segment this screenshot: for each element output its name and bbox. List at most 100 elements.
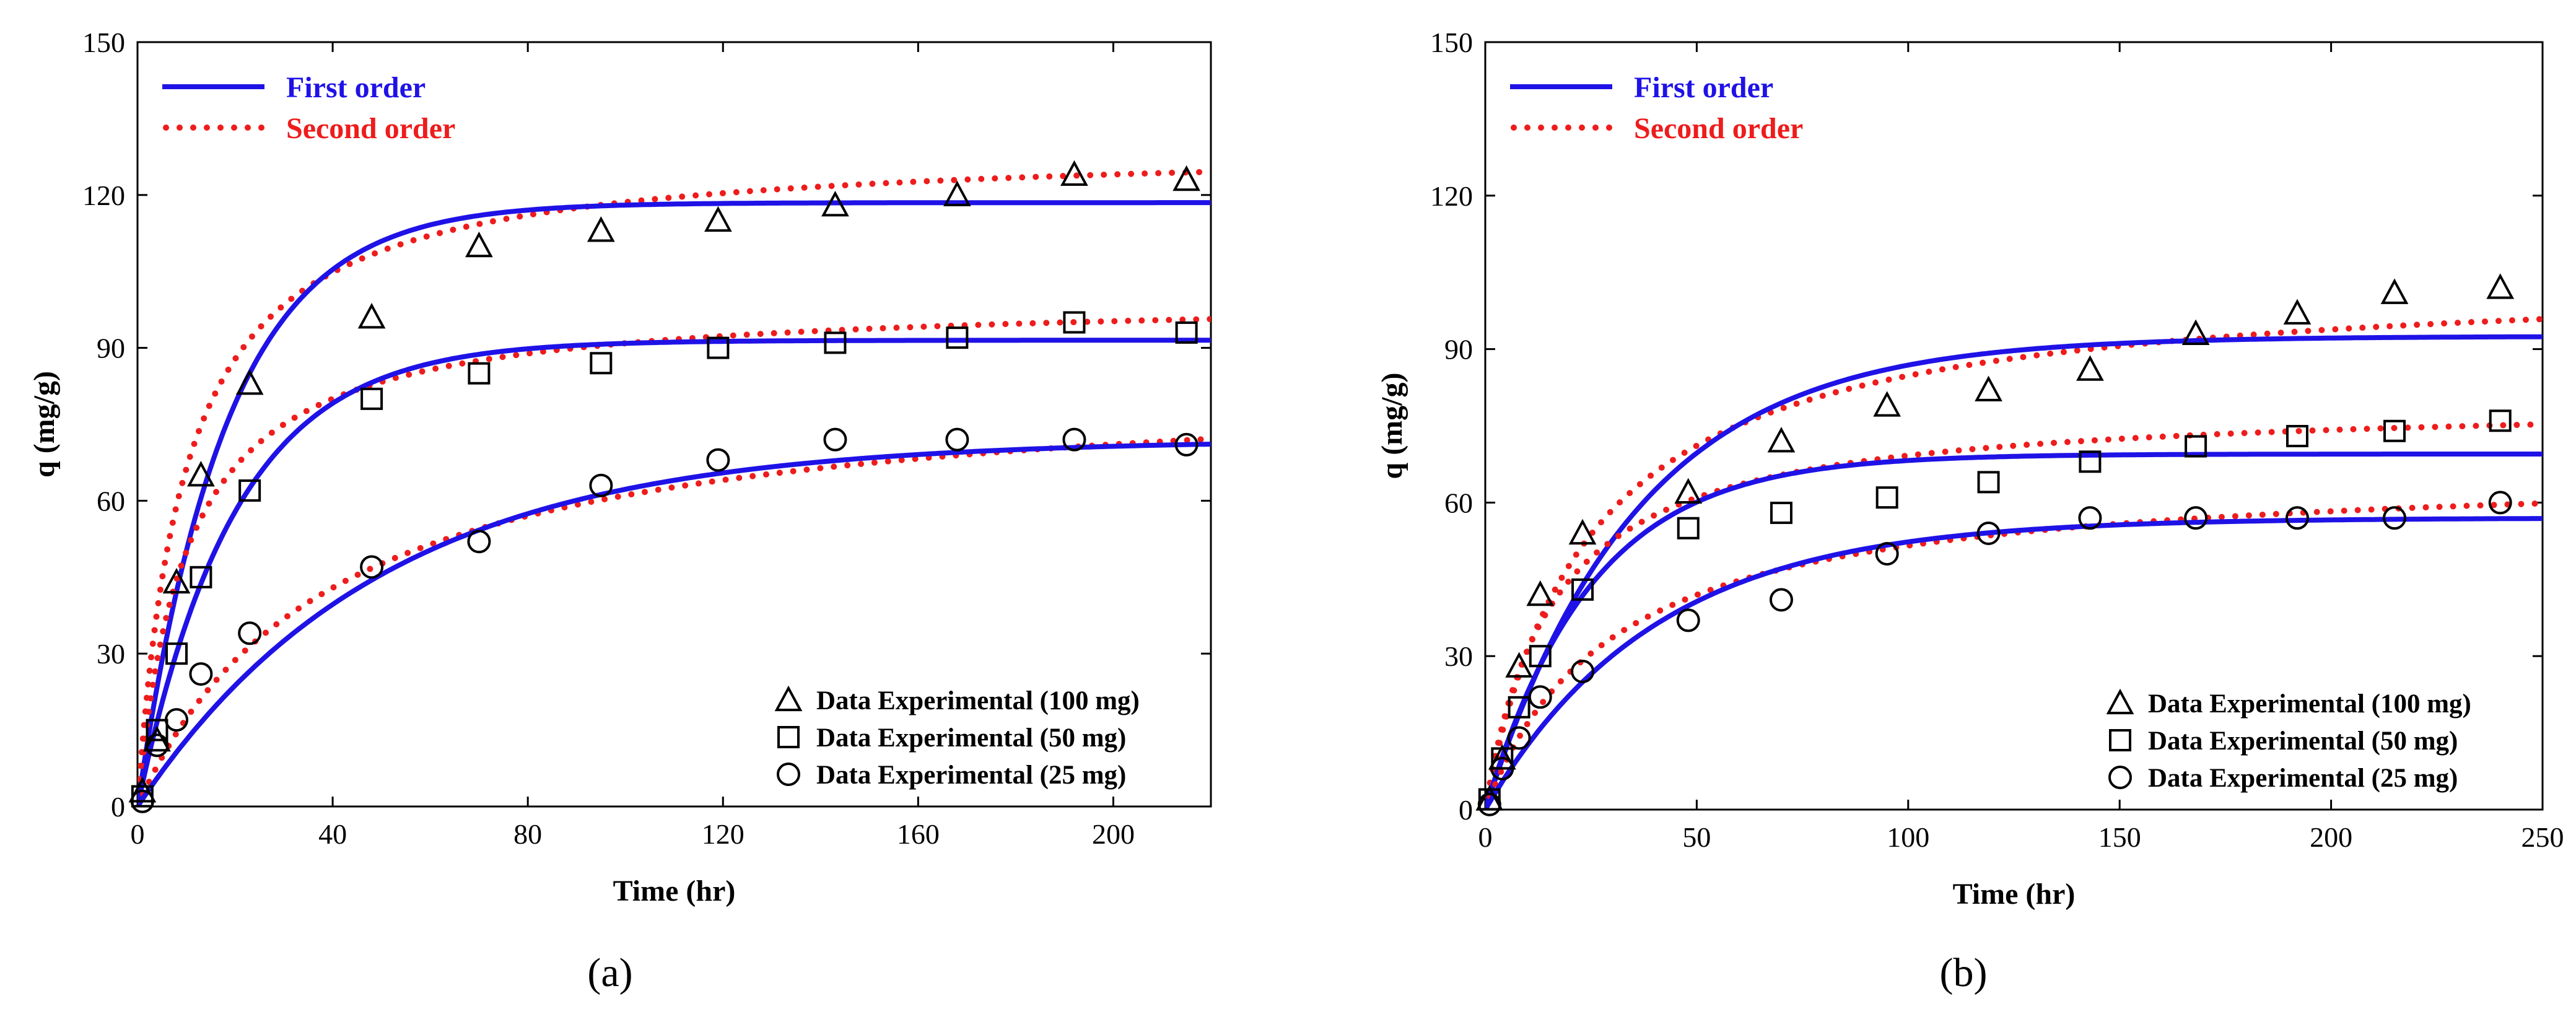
first-order-curve	[1485, 334, 2543, 810]
legend-marker-square	[777, 726, 800, 748]
data-point-circle	[1477, 792, 1501, 816]
data-point-circle	[1507, 726, 1531, 750]
legend-label-square: Data Experimental (50 mg)	[2148, 727, 2458, 756]
panel-label: (a)	[587, 950, 632, 995]
data-point-circle	[706, 448, 730, 472]
data-point-square	[238, 479, 261, 502]
data-point-square	[2383, 419, 2406, 442]
data-point-triangle	[2283, 299, 2312, 325]
data-point-triangle	[1975, 375, 2002, 401]
data-point-circle	[360, 555, 384, 579]
first-order-curve	[138, 442, 1211, 806]
data-point-circle	[1769, 588, 1793, 612]
data-point-triangle	[128, 777, 157, 803]
legend-second-order-label: Second order	[1634, 112, 1803, 145]
plot-frame	[136, 41, 1212, 808]
y-tick-label: 90	[97, 333, 125, 364]
fit-curves	[138, 168, 1211, 806]
data-point-triangle	[1172, 165, 1200, 191]
data-point-circle	[2488, 491, 2512, 515]
fit-curves	[1485, 316, 2543, 810]
data-point-triangle	[943, 180, 971, 206]
panel-b: 0 50 100 150 200 250 0 30 60 90 120 150 Time (hr) q (…	[1376, 27, 2564, 995]
x-tick-label: 120	[702, 818, 744, 850]
data-series-square	[1478, 409, 2512, 811]
data-point-triangle	[1505, 652, 1533, 678]
data-point-triangle	[2181, 319, 2210, 345]
data-point-square	[1529, 645, 1552, 668]
data-point-circle	[238, 621, 262, 645]
legend-marker-square	[2109, 729, 2131, 751]
data-point-square	[946, 326, 969, 349]
legend-label-square: Data Experimental (50 mg)	[816, 723, 1126, 753]
data-point-triangle	[2486, 273, 2515, 299]
legend-label-circle: Data Experimental (25 mg)	[816, 761, 1126, 790]
legend-first-order-label: First order	[1634, 71, 1773, 104]
x-tick-label: 0	[131, 818, 145, 850]
second-order-curve	[138, 435, 1211, 806]
x-axis-label: Time (hr)	[1953, 878, 2076, 911]
data-point-square	[1677, 517, 1700, 540]
y-tick-label: 150	[82, 27, 125, 58]
data-point-circle	[1976, 521, 2001, 545]
x-tick-label: 0	[1478, 821, 1493, 853]
data-point-circle	[1571, 659, 1595, 683]
legend-label-triangle: Data Experimental (100 mg)	[816, 686, 1140, 715]
x-tick-label: 200	[2310, 821, 2352, 853]
x-tick-label: 50	[1682, 821, 1711, 853]
data-point-square	[360, 387, 383, 410]
legend-marker-circle	[777, 763, 800, 786]
data-point-triangle	[357, 303, 386, 329]
data-point-circle	[2078, 506, 2102, 530]
data-point-square	[165, 642, 188, 665]
x-tick-label: 100	[1887, 821, 1929, 853]
legend-first-order-label: First order	[286, 71, 426, 104]
data-point-triangle	[1060, 160, 1088, 186]
data-series-square	[131, 311, 1198, 808]
y-tick-label: 30	[97, 638, 125, 670]
data-point-triangle	[187, 461, 215, 487]
data-point-triangle	[1674, 478, 1703, 504]
y-axis-label: q (mg/g)	[28, 371, 61, 478]
data-point-square	[707, 336, 730, 359]
data-point-circle	[945, 427, 969, 452]
data-point-square	[190, 566, 212, 588]
legend-marker-triangle	[774, 685, 803, 712]
data-point-circle	[2285, 506, 2309, 530]
data-point-circle	[1174, 432, 1198, 457]
second-order-curve	[1485, 316, 2543, 810]
legend-label-triangle: Data Experimental (100 mg)	[2148, 689, 2471, 719]
legend-marker-circle	[2108, 766, 2132, 789]
data-point-triangle	[1873, 391, 1901, 417]
data-point-triangle	[465, 231, 493, 258]
data-point-circle	[1062, 427, 1086, 452]
y-tick-label: 60	[97, 485, 125, 517]
x-tick-label: 160	[897, 818, 940, 850]
y-tick-label: 0	[1459, 794, 1473, 826]
x-tick-label: 80	[513, 818, 542, 850]
x-tick-label: 40	[318, 818, 347, 850]
data-point-triangle	[162, 567, 191, 594]
data-series-circle	[130, 427, 1198, 813]
data-point-circle	[1490, 756, 1514, 780]
first-order-curve	[1485, 452, 2543, 810]
first-order-curve	[138, 338, 1211, 806]
legend-second-order-label: Second order	[286, 112, 455, 145]
data-point-triangle	[2380, 278, 2409, 304]
data-point-triangle	[704, 206, 732, 232]
y-tick-label: 150	[1430, 27, 1473, 58]
data-point-triangle	[1526, 580, 1555, 606]
x-tick-label: 200	[1092, 818, 1135, 850]
y-tick-label: 0	[111, 791, 125, 823]
second-order-curve	[138, 316, 1211, 806]
panel-a: 0 40 80 120 160 200 0 30 60 90 120 150 Time (hr) q (m…	[28, 27, 1212, 995]
data-point-circle	[165, 708, 189, 732]
data-point-circle	[2184, 506, 2208, 530]
data-point-circle	[1528, 685, 1552, 709]
data-point-triangle	[587, 216, 615, 242]
data-point-triangle	[1767, 427, 1796, 453]
legend-marker-triangle	[2106, 688, 2134, 715]
x-tick-label: 150	[2098, 821, 2141, 853]
y-tick-label: 120	[1430, 180, 1473, 212]
